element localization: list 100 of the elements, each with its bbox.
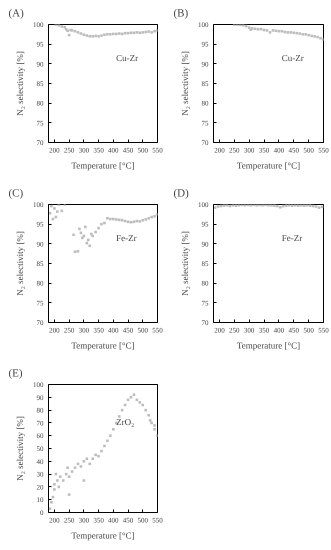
point bbox=[84, 226, 87, 228]
point bbox=[150, 422, 153, 424]
chart-title: (E) bbox=[8, 368, 23, 380]
point bbox=[76, 250, 80, 253]
point bbox=[74, 30, 76, 32]
point bbox=[91, 457, 94, 460]
point bbox=[274, 29, 278, 32]
point bbox=[316, 36, 319, 38]
point bbox=[100, 222, 103, 226]
point bbox=[68, 34, 70, 36]
point bbox=[153, 215, 156, 218]
point bbox=[150, 216, 153, 218]
y-axis-title: N₂ selectivity [%] bbox=[180, 51, 190, 116]
annotation: ZrO₂ bbox=[116, 416, 134, 427]
point bbox=[114, 218, 118, 221]
point bbox=[307, 34, 310, 36]
point bbox=[153, 424, 156, 427]
point bbox=[136, 220, 138, 222]
point bbox=[82, 33, 86, 36]
point bbox=[60, 25, 64, 28]
point bbox=[132, 220, 136, 224]
point bbox=[147, 30, 150, 33]
y-axis-title: N₂ selectivity [%] bbox=[15, 416, 25, 481]
point bbox=[124, 220, 126, 222]
point bbox=[106, 440, 109, 442]
point bbox=[53, 207, 56, 210]
point bbox=[153, 428, 156, 431]
point bbox=[58, 475, 62, 478]
point bbox=[132, 31, 136, 34]
point bbox=[70, 470, 74, 473]
point bbox=[88, 462, 92, 466]
point bbox=[141, 404, 144, 406]
point bbox=[313, 35, 316, 38]
point bbox=[262, 28, 266, 32]
point bbox=[80, 232, 82, 234]
point bbox=[138, 31, 142, 34]
point bbox=[112, 428, 115, 431]
point bbox=[278, 30, 280, 32]
point bbox=[74, 250, 76, 253]
point bbox=[141, 31, 144, 34]
point bbox=[130, 220, 132, 224]
point bbox=[85, 242, 88, 244]
point bbox=[266, 29, 268, 32]
point bbox=[68, 475, 70, 478]
point bbox=[126, 32, 130, 34]
point bbox=[53, 483, 56, 486]
annotation: Fe-Zr bbox=[282, 233, 302, 244]
point bbox=[106, 216, 109, 220]
point bbox=[118, 32, 121, 35]
point bbox=[118, 218, 121, 222]
point bbox=[80, 32, 82, 35]
point bbox=[144, 408, 148, 412]
x-axis-title: Temperature [°C] bbox=[71, 340, 135, 350]
point bbox=[144, 218, 148, 221]
point bbox=[126, 398, 130, 402]
point bbox=[74, 466, 76, 469]
point bbox=[136, 31, 138, 34]
point bbox=[78, 228, 81, 230]
point bbox=[286, 31, 290, 34]
point bbox=[52, 218, 54, 220]
point bbox=[62, 479, 65, 482]
point bbox=[147, 414, 150, 417]
point bbox=[153, 30, 156, 32]
point bbox=[48, 507, 52, 510]
y-axis-title: N₂ selectivity [%] bbox=[180, 231, 190, 296]
chart-title: (B) bbox=[174, 8, 188, 20]
point bbox=[256, 28, 260, 31]
point bbox=[254, 28, 256, 30]
point bbox=[295, 32, 298, 34]
point bbox=[91, 35, 94, 38]
point bbox=[147, 216, 150, 220]
point bbox=[301, 33, 304, 36]
point bbox=[260, 28, 262, 31]
point bbox=[76, 31, 80, 34]
point bbox=[304, 33, 307, 36]
point bbox=[54, 472, 58, 476]
point bbox=[82, 479, 86, 482]
point bbox=[53, 488, 56, 491]
point bbox=[82, 460, 86, 463]
point bbox=[138, 401, 142, 404]
point bbox=[109, 33, 112, 36]
point bbox=[64, 472, 68, 476]
point bbox=[76, 462, 80, 466]
chart-title: (A) bbox=[8, 8, 24, 20]
x-axis-title: Temperature [°C] bbox=[236, 340, 300, 350]
annotation: Cu-Zr bbox=[282, 53, 304, 64]
point bbox=[100, 34, 103, 37]
point bbox=[132, 393, 136, 396]
point bbox=[94, 454, 97, 456]
point bbox=[112, 32, 115, 36]
point bbox=[94, 230, 97, 234]
point bbox=[272, 29, 274, 32]
point bbox=[72, 233, 75, 236]
point bbox=[124, 404, 126, 406]
point bbox=[120, 32, 124, 36]
point bbox=[100, 450, 103, 452]
point bbox=[58, 486, 60, 488]
point bbox=[120, 218, 124, 222]
y-axis-title: N₂ selectivity [%] bbox=[15, 231, 25, 296]
point bbox=[319, 36, 322, 40]
